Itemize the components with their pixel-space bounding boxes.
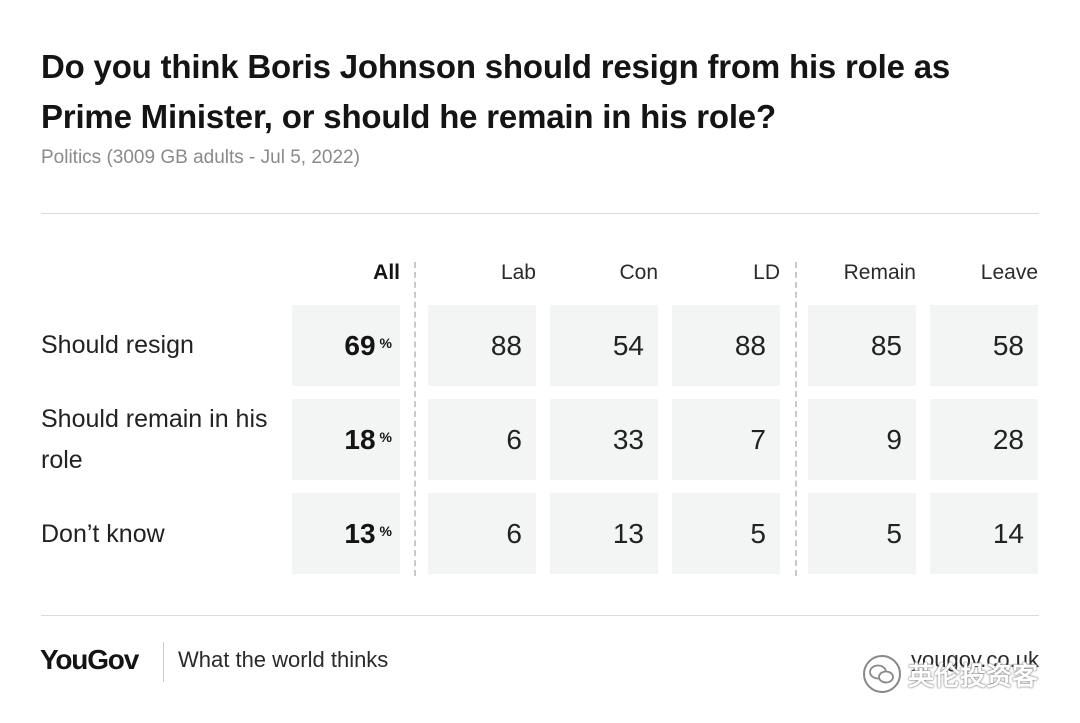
table-cell-leave: 14 — [930, 493, 1038, 574]
percent-sign: % — [379, 335, 392, 351]
cell-value: 13 — [344, 517, 376, 549]
table-cell-con: 54 — [550, 305, 658, 386]
cell-value: 88 — [734, 329, 766, 361]
cell-value: 6 — [506, 517, 522, 549]
table-cell-remain: 85 — [808, 305, 916, 386]
chart-title: Do you think Boris Johnson should resign… — [41, 48, 951, 135]
column-divider — [414, 262, 416, 576]
wechat-icon — [863, 655, 901, 693]
column-header-con: Con — [619, 261, 658, 284]
table-cell-lab: 6 — [428, 399, 536, 480]
column-header-all: All — [373, 261, 400, 284]
column-header-leave: Leave — [980, 261, 1038, 284]
cell-value: 5 — [750, 517, 766, 549]
table-cell-leave: 58 — [930, 305, 1038, 386]
cell-value: 33 — [612, 423, 644, 455]
column-divider — [795, 262, 797, 576]
row-label: Don’t know — [41, 520, 165, 548]
top-rule — [41, 213, 1039, 214]
table-cell-con: 33 — [550, 399, 658, 480]
logo-separator — [163, 642, 164, 682]
cell-value: 9 — [886, 423, 902, 455]
table-cell-lab: 88 — [428, 305, 536, 386]
cell-value: 28 — [992, 423, 1024, 455]
cell-value: 6 — [506, 423, 522, 455]
table-cell-ld: 88 — [672, 305, 780, 386]
cell-value: 5 — [886, 517, 902, 549]
cell-value: 18 — [344, 423, 376, 455]
table-cell-all: 13% — [292, 493, 400, 574]
table-cell-all: 69% — [292, 305, 400, 386]
site-link[interactable]: yougov.co.uk — [910, 647, 1039, 672]
column-header-lab: Lab — [500, 261, 536, 284]
watermark: 英伦投资客 — [862, 652, 1052, 696]
table-cell-lab: 6 — [428, 493, 536, 574]
cell-value: 58 — [992, 329, 1024, 361]
cell-value: 85 — [870, 329, 902, 361]
cell-value: 69 — [344, 329, 376, 361]
table-cell-ld: 5 — [672, 493, 780, 574]
chart-subtitle: Politics (3009 GB adults - Jul 5, 2022) — [41, 147, 360, 168]
percent-sign: % — [379, 429, 392, 445]
table-cell-con: 13 — [550, 493, 658, 574]
table-cell-all: 18% — [292, 399, 400, 480]
column-header-ld: LD — [753, 261, 780, 284]
percent-sign: % — [379, 523, 392, 539]
table-cell-ld: 7 — [672, 399, 780, 480]
row-label: Should remain in his role — [41, 405, 268, 474]
table-cell-remain: 5 — [808, 493, 916, 574]
cell-value: 88 — [490, 329, 522, 361]
cell-value: 13 — [612, 517, 644, 549]
cell-value: 54 — [612, 329, 644, 361]
table-cell-leave: 28 — [930, 399, 1038, 480]
watermark-text: 英伦投资客 — [908, 660, 1039, 691]
column-header-remain: Remain — [843, 261, 916, 284]
tagline: What the world thinks — [178, 647, 389, 672]
yougov-logo[interactable]: YouGov — [40, 644, 139, 675]
row-label: Should resign — [41, 331, 194, 359]
cell-value: 14 — [992, 517, 1024, 549]
bottom-rule — [41, 615, 1039, 616]
cell-value: 7 — [750, 423, 766, 455]
table-cell-remain: 9 — [808, 399, 916, 480]
